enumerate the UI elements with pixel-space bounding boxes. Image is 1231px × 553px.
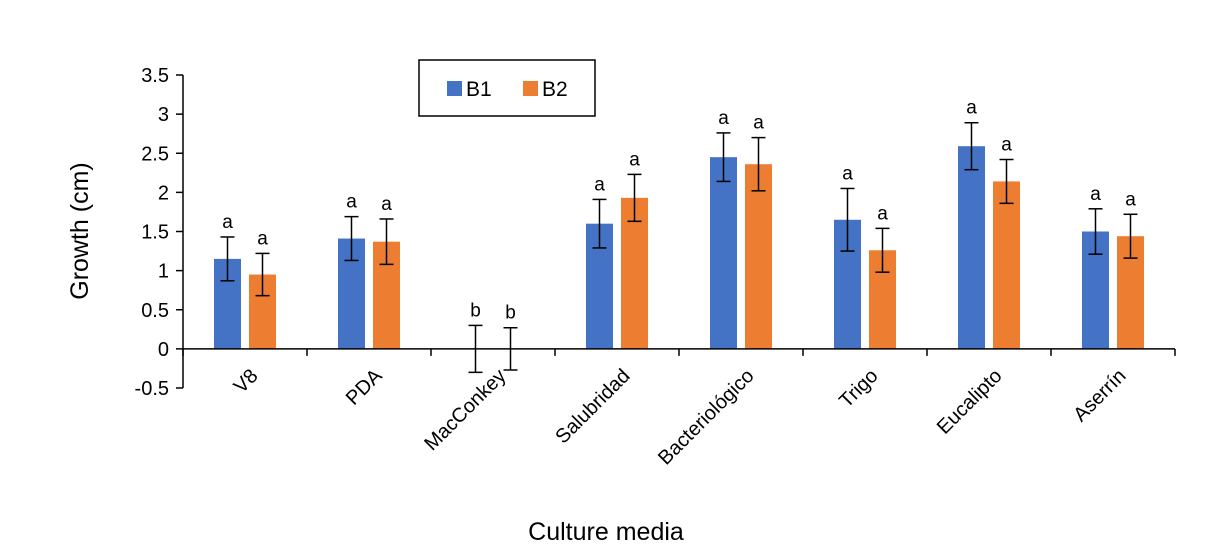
y-tick-label-1: 0 — [158, 339, 169, 361]
x-tick-label-0: V8 — [230, 365, 263, 398]
legend-swatch-b2 — [523, 81, 538, 96]
bar-b2-4 — [745, 164, 772, 349]
significance-label-b1-3: a — [594, 174, 605, 195]
x-tick-label-3: Salubridad — [551, 365, 634, 448]
y-tick-label-7: 3 — [158, 104, 169, 126]
significance-label-b1-7: a — [1090, 184, 1101, 205]
legend: B1 B2 — [418, 59, 596, 117]
significance-label-b2-1: a — [381, 194, 392, 215]
significance-label-b1-2: b — [470, 300, 481, 321]
bar-b2-3 — [621, 197, 648, 349]
legend-label-b2: B2 — [542, 78, 568, 101]
legend-swatch-b1 — [447, 81, 462, 96]
x-tick-label-5: Trigo — [835, 365, 882, 412]
bar-b1-6 — [958, 146, 985, 349]
x-axis-title: Culture media — [528, 518, 684, 546]
bar-b2-6 — [993, 181, 1020, 349]
plot-area: a a b a a a a a a a b a a a a a -0.5 0 0.5 1 1.5 2 2.5 3 3.5 V8 PD… — [135, 65, 1176, 469]
y-axis-title: Growth (cm) — [66, 162, 94, 300]
significance-label-b2-5: a — [877, 203, 888, 224]
x-tick-label-4: Bacteriológico — [654, 365, 758, 469]
x-tick-label-7: Aserrín — [1069, 365, 1130, 426]
legend-box — [418, 59, 596, 117]
y-tick-label-8: 3.5 — [141, 65, 169, 87]
significance-label-b1-1: a — [346, 192, 357, 213]
x-tick-label-1: PDA — [342, 365, 387, 410]
y-tick-label-6: 2.5 — [141, 143, 169, 165]
significance-label-b2-2: b — [505, 303, 516, 324]
y-tick-label-3: 1 — [158, 261, 169, 283]
significance-label-b1-6: a — [966, 98, 977, 119]
significance-label-b1-5: a — [842, 163, 853, 184]
significance-label-b1-0: a — [222, 212, 233, 233]
y-tick-label-0: -0.5 — [135, 378, 169, 400]
legend-label-b1: B1 — [466, 78, 492, 101]
significance-label-b2-6: a — [1001, 135, 1012, 156]
significance-label-b1-4: a — [718, 108, 729, 129]
significance-label-b2-0: a — [257, 228, 268, 249]
significance-label-b2-7: a — [1125, 189, 1136, 210]
x-tick-label-6: Eucalipto — [933, 365, 1007, 439]
significance-label-b2-3: a — [629, 149, 640, 170]
y-tick-label-2: 0.5 — [141, 300, 169, 322]
significance-label-b2-4: a — [753, 113, 764, 134]
y-tick-label-5: 2 — [158, 182, 169, 204]
bar-b1-4 — [710, 157, 737, 349]
y-tick-label-4: 1.5 — [141, 222, 169, 244]
x-tick-label-2: MacConkey — [420, 365, 510, 455]
